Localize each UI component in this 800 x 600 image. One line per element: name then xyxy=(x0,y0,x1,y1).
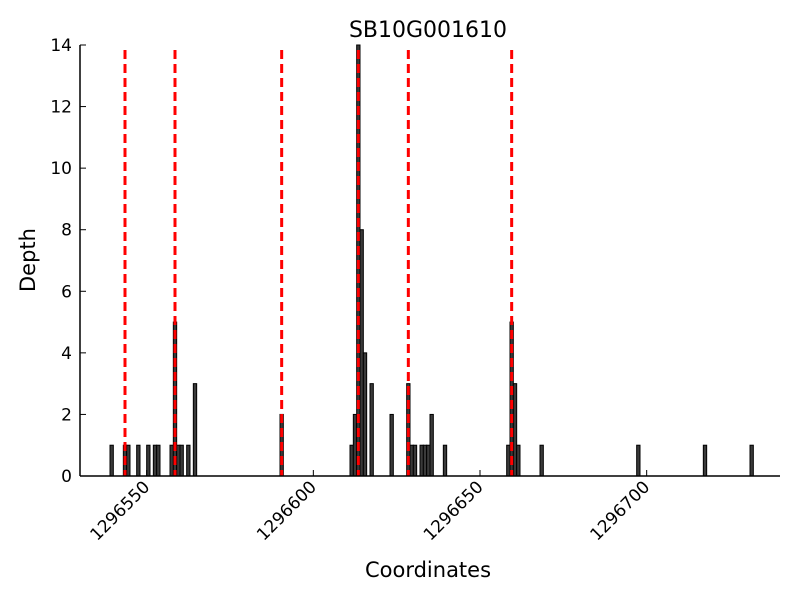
bar-5 xyxy=(152,444,158,477)
bar-0 xyxy=(109,444,114,477)
bar-36 xyxy=(749,444,754,477)
y-tick-label: 12 xyxy=(50,98,72,118)
bar-23 xyxy=(412,444,418,477)
bar-34 xyxy=(636,444,641,477)
chart-title: SB10G001610 xyxy=(349,18,507,43)
bar-19 xyxy=(369,383,374,477)
y-tick-label: 8 xyxy=(61,221,72,241)
bars-group xyxy=(109,44,754,477)
y-axis-label: Depth xyxy=(16,228,40,292)
bar-10 xyxy=(179,444,184,477)
bar-6 xyxy=(156,444,161,477)
vlines-group xyxy=(123,50,514,476)
y-tick-label: 6 xyxy=(61,282,72,302)
x-tick-label: 1296650 xyxy=(420,477,488,545)
y-tick-label: 10 xyxy=(50,159,72,179)
bar-7 xyxy=(169,444,174,477)
x-axis-label: Coordinates xyxy=(365,558,491,582)
y-tick-label: 0 xyxy=(61,467,72,487)
bar-9 xyxy=(176,444,181,477)
bar-31 xyxy=(512,383,518,477)
bar-20 xyxy=(389,413,394,477)
y-tick-label: 4 xyxy=(61,344,72,364)
x-tick-label: 1296550 xyxy=(87,477,155,545)
bar-11 xyxy=(186,444,191,477)
bar-12 xyxy=(192,383,198,477)
bar-27 xyxy=(429,413,434,477)
bar-35 xyxy=(702,444,708,477)
bar-18 xyxy=(362,352,368,477)
x-tick-label: 1296700 xyxy=(587,477,655,545)
bar-3 xyxy=(136,444,141,477)
bar-2 xyxy=(126,444,131,477)
y-tick-label: 2 xyxy=(61,405,72,425)
y-tick-label: 14 xyxy=(50,36,72,56)
bar-33 xyxy=(539,444,544,477)
bar-32 xyxy=(516,444,521,477)
x-tick-label: 1296600 xyxy=(253,477,321,545)
bar-28 xyxy=(442,444,448,477)
